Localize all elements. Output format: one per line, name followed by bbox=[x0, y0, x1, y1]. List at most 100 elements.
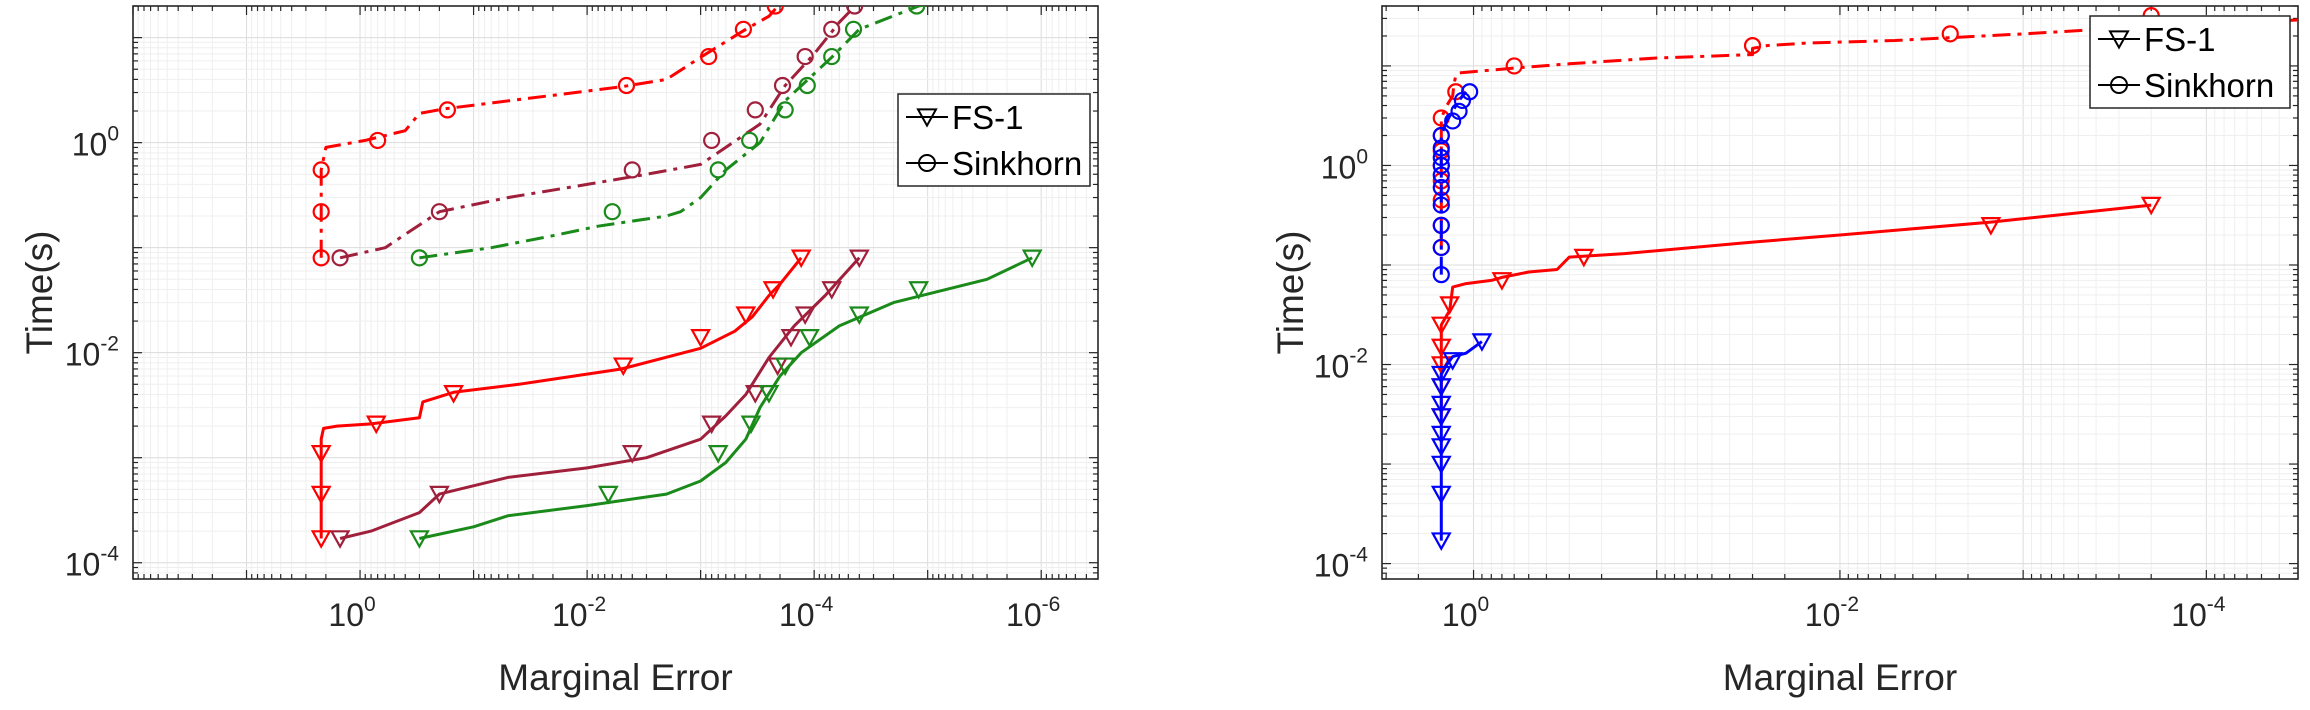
x-tick-exponent: -2 bbox=[1840, 593, 1859, 616]
data-point-triangle bbox=[310, 530, 332, 549]
data-point-triangle bbox=[701, 415, 722, 435]
data-point-circle bbox=[410, 249, 429, 267]
legend-entry-sinkhorn: Sinkhorn bbox=[906, 145, 1082, 182]
data-point-circle bbox=[1432, 139, 1450, 157]
x-tick-base: 10 bbox=[1805, 597, 1841, 633]
data-point-circle bbox=[1432, 126, 1450, 145]
y-tick-base: 10 bbox=[65, 337, 101, 373]
x-tick-exponent: 0 bbox=[1477, 593, 1489, 616]
data-point-circle bbox=[1461, 83, 1479, 101]
data-point-circle bbox=[369, 131, 387, 150]
data-point-triangle bbox=[1430, 408, 1452, 427]
data-point-triangle bbox=[329, 530, 351, 549]
y-tick-label: 10-4 bbox=[1314, 544, 1369, 584]
x-tick-label: 100 bbox=[1442, 593, 1489, 633]
x-tick-base: 10 bbox=[1442, 597, 1478, 633]
x-tick-base: 10 bbox=[1006, 597, 1042, 633]
x-tick-exponent: 0 bbox=[364, 593, 376, 616]
data-point-circle bbox=[1432, 216, 1450, 234]
data-point-circle bbox=[908, 6, 926, 15]
legend: FS-1 Sinkhorn bbox=[897, 93, 1091, 187]
legend-label: Sinkhorn bbox=[952, 145, 1082, 182]
data-point-circle bbox=[703, 131, 721, 150]
data-point-circle bbox=[1941, 25, 1959, 43]
data-point-triangle bbox=[1430, 485, 1452, 505]
y-tick-base: 10 bbox=[1314, 349, 1350, 385]
data-point-circle bbox=[798, 76, 816, 95]
y-tick-base: 10 bbox=[1321, 149, 1357, 185]
tick-marks bbox=[1382, 5, 2298, 580]
data-point-circle bbox=[331, 249, 349, 267]
axes-box bbox=[132, 5, 1099, 580]
y-tick-base: 10 bbox=[65, 547, 101, 583]
data-point-triangle bbox=[1573, 248, 1595, 268]
data-point-triangle bbox=[1430, 378, 1452, 397]
data-point-circle bbox=[1432, 238, 1450, 257]
data-point-triangle bbox=[821, 281, 843, 300]
data-point-circle bbox=[1505, 57, 1523, 75]
series-line-fs-1 bbox=[419, 256, 1033, 540]
x-tick-label: 10-4 bbox=[2171, 593, 2226, 633]
data-point-circle bbox=[776, 101, 794, 119]
data-point-circle bbox=[312, 161, 330, 179]
legend-label: FS-1 bbox=[2144, 21, 2216, 58]
data-point-triangle bbox=[1430, 338, 1452, 358]
data-point-triangle bbox=[740, 415, 762, 435]
data-point-circle bbox=[623, 161, 641, 179]
y-tick-exponent: 0 bbox=[1356, 145, 1368, 168]
data-point-triangle bbox=[908, 281, 930, 300]
x-tick-label: 10-6 bbox=[1006, 593, 1060, 633]
x-axis-title: Marginal Error bbox=[498, 657, 732, 698]
data-point-triangle bbox=[1430, 438, 1452, 457]
data-point-circle bbox=[1432, 266, 1450, 284]
series-group bbox=[310, 6, 1043, 549]
x-tick-base: 10 bbox=[552, 597, 588, 633]
data-point-circle bbox=[709, 161, 727, 179]
x-tick-label: 10-4 bbox=[779, 593, 834, 633]
data-point-triangle bbox=[799, 329, 820, 348]
series-line-sinkhorn bbox=[339, 6, 858, 260]
y-tick-exponent: -2 bbox=[100, 333, 119, 356]
legend-triangle-marker bbox=[2108, 30, 2130, 50]
data-point-circle bbox=[746, 101, 764, 119]
data-point-circle bbox=[773, 76, 792, 95]
y-tick-exponent: -4 bbox=[100, 543, 119, 566]
legend: FS-1 Sinkhorn bbox=[2089, 15, 2291, 109]
data-point-triangle bbox=[1430, 316, 1452, 336]
data-point-circle bbox=[430, 203, 449, 221]
data-point-triangle bbox=[1491, 272, 1513, 291]
x-tick-exponent: -4 bbox=[2207, 593, 2226, 616]
grid bbox=[132, 5, 1098, 580]
legend-circle-marker bbox=[2110, 76, 2128, 94]
data-point-triangle bbox=[735, 306, 757, 326]
y-tick-label: 10-2 bbox=[1314, 345, 1368, 385]
data-point-triangle bbox=[790, 249, 812, 269]
data-point-circle bbox=[1743, 37, 1762, 55]
legend-triangle-marker bbox=[916, 108, 938, 128]
x-tick-base: 10 bbox=[2171, 597, 2207, 633]
x-tick-label: 10-2 bbox=[1805, 593, 1859, 633]
data-point-triangle bbox=[848, 249, 870, 269]
data-point-circle bbox=[438, 101, 457, 119]
legend-entry-sinkhorn: Sinkhorn bbox=[2098, 67, 2274, 104]
y-tick-label: 10-2 bbox=[65, 333, 119, 373]
series-line-sinkhorn bbox=[1439, 90, 1468, 275]
data-point-triangle bbox=[365, 415, 387, 435]
x-tick-base: 10 bbox=[779, 597, 815, 633]
series-line-sinkhorn bbox=[419, 6, 926, 260]
x-tick-exponent: -6 bbox=[1042, 593, 1061, 616]
data-point-triangle bbox=[707, 445, 729, 464]
data-point-circle bbox=[1450, 102, 1468, 120]
data-point-circle bbox=[312, 203, 330, 221]
data-point-circle bbox=[796, 47, 814, 66]
x-tick-label: 10-2 bbox=[552, 593, 606, 633]
x-axis-title: Marginal Error bbox=[1723, 657, 1957, 698]
data-point-triangle bbox=[1439, 296, 1461, 315]
data-point-circle bbox=[844, 20, 863, 38]
data-point-circle bbox=[1432, 166, 1450, 184]
data-point-circle bbox=[823, 47, 841, 66]
data-point-triangle bbox=[774, 357, 796, 377]
data-point-triangle bbox=[758, 385, 780, 404]
